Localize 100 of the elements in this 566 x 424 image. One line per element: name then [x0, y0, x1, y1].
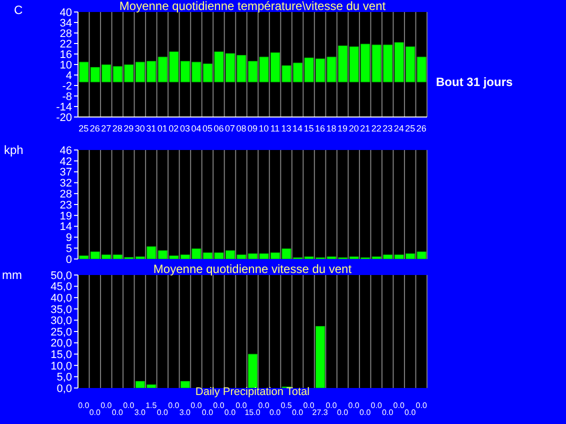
text: Bout 31 jours — [436, 75, 513, 89]
x-tick-label: 25 — [78, 123, 89, 134]
x-tick-label: 01 — [157, 123, 168, 134]
y-tick-label: 16 — [60, 48, 72, 61]
y-tick-label: 19 — [60, 210, 72, 222]
x-tick-label: 15 — [304, 123, 314, 134]
bar — [180, 380, 190, 388]
data-label: 0.0 — [156, 408, 169, 417]
x-tick-label: 30 — [134, 123, 145, 134]
y-tick-label: 25,0 — [50, 326, 72, 338]
chart-title: Moyenne quotidienne température\vitesse du vent — [119, 0, 386, 13]
y-axis-title: kph — [4, 143, 24, 157]
x-tick-label: 03 — [180, 123, 190, 134]
y-tick-label: 34 — [60, 17, 72, 30]
bar — [416, 56, 426, 82]
x-tick-label: 04 — [191, 123, 202, 134]
x-tick-label: 13 — [281, 123, 292, 134]
y-tick-label: 20,0 — [50, 338, 72, 350]
y-tick-label: -2 — [62, 80, 72, 92]
data-label: 0.0 — [269, 408, 282, 417]
x-tick-label: 29 — [124, 123, 134, 134]
chart-title: Moyenne quotidienne vitesse du vent — [153, 262, 352, 276]
data-label: 0.0 — [78, 401, 90, 410]
data-label: 0.0 — [292, 408, 304, 417]
y-tick-label: 28 — [60, 28, 72, 40]
data-label: 0.0 — [100, 401, 112, 410]
y-tick-label: 14 — [60, 221, 72, 234]
x-tick-label: 02 — [168, 123, 179, 134]
y-tick-label: 9 — [66, 232, 72, 244]
y-tick-label: 50,0 — [50, 270, 72, 282]
y-axis-title: C — [14, 3, 23, 17]
data-label: 27.3 — [312, 408, 328, 417]
x-tick-label: 26 — [416, 123, 426, 134]
data-label: 0.0 — [258, 401, 270, 410]
y-tick-label: 0 — [66, 254, 72, 266]
x-tick-label: 22 — [371, 123, 382, 134]
y-tick-label: 40,0 — [50, 292, 72, 305]
data-label: 3.0 — [134, 408, 146, 417]
y-tick-label: -20 — [56, 112, 72, 124]
x-tick-label: 24 — [394, 123, 404, 134]
x-tick-label: 06 — [214, 123, 224, 134]
x-tick-label: 08 — [236, 123, 246, 134]
y-tick-label: -14 — [56, 101, 72, 114]
x-tick-label: 05 — [202, 123, 212, 134]
data-label: 0.0 — [112, 408, 124, 417]
x-tick-label: 25 — [405, 123, 416, 134]
data-label: 0.0 — [224, 408, 236, 417]
y-tick-label: 35,0 — [50, 304, 72, 316]
data-label: 1.5 — [146, 401, 158, 410]
x-tick-label: 14 — [292, 123, 303, 134]
y-tick-label: 15,0 — [50, 349, 72, 362]
y-tick-label: 0,0 — [56, 382, 72, 395]
y-tick-label: 28 — [60, 188, 72, 201]
data-label: 0.0 — [360, 408, 372, 417]
x-tick-label: 28 — [112, 123, 122, 134]
bar — [248, 354, 258, 388]
data-label: 0.5 — [280, 401, 292, 410]
x-tick-label: 09 — [247, 123, 258, 134]
x-tick-label: 11 — [270, 123, 280, 134]
data-label: 0.0 — [190, 401, 202, 410]
y-tick-label: 23 — [60, 199, 72, 212]
y-tick-label: 10,0 — [50, 360, 72, 372]
y-tick-label: 46 — [60, 144, 72, 157]
x-tick-label: 27 — [101, 123, 112, 134]
y-tick-label: 4 — [66, 70, 72, 82]
x-tick-label: 10 — [258, 123, 269, 134]
y-tick-label: 40 — [60, 6, 72, 19]
data-label: 0.0 — [337, 408, 349, 417]
bar — [416, 251, 426, 259]
x-tick-label: 07 — [224, 123, 235, 134]
data-label: 3.0 — [179, 408, 192, 417]
bar — [316, 326, 326, 388]
data-label: 0.0 — [168, 401, 180, 410]
data-label: 0.0 — [348, 401, 360, 410]
data-label: 0.0 — [370, 401, 382, 410]
x-tick-label: 19 — [338, 123, 348, 134]
x-axis-title: Daily Precipitation Total — [195, 386, 310, 398]
data-label: 0.0 — [416, 401, 428, 410]
y-tick-label: 37 — [60, 166, 72, 179]
y-tick-label: 32 — [60, 178, 72, 190]
data-label: 0.0 — [303, 401, 315, 410]
data-label: 0.0 — [236, 401, 248, 410]
x-tick-label: 20 — [348, 123, 359, 134]
y-tick-label: 42 — [60, 156, 72, 168]
y-tick-label: 22 — [60, 38, 72, 50]
data-label: 0.0 — [326, 401, 338, 410]
x-tick-label: 18 — [326, 123, 336, 134]
y-tick-label: 30,0 — [50, 315, 72, 328]
y-tick-label: 45,0 — [50, 281, 72, 294]
x-tick-label: 16 — [315, 123, 326, 134]
data-label: 0.0 — [393, 401, 405, 410]
x-tick-label: 26 — [90, 123, 100, 134]
x-tick-label: 23 — [382, 123, 393, 134]
x-tick-label: 21 — [360, 123, 370, 134]
y-tick-label: 5 — [66, 243, 72, 256]
data-label: 0.0 — [123, 401, 135, 410]
bar — [79, 62, 89, 82]
bar — [79, 255, 89, 259]
data-label: 0.0 — [382, 408, 394, 417]
data-label: 0.0 — [404, 408, 416, 417]
